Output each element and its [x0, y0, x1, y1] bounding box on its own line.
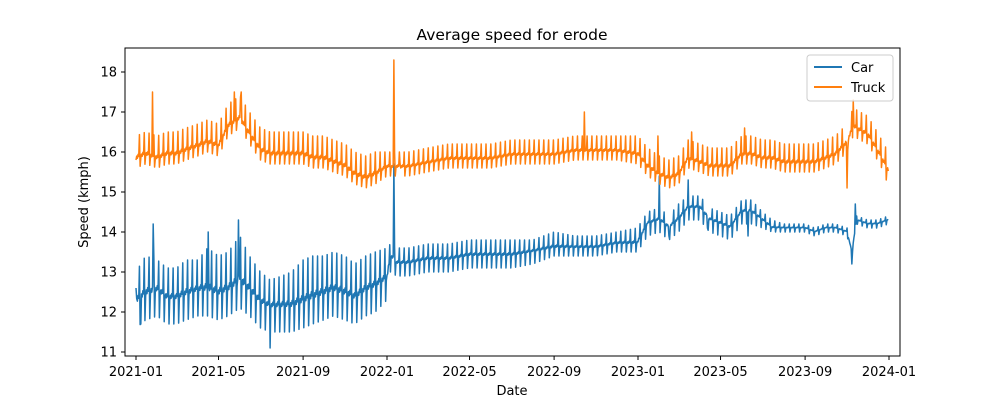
y-tick-label: 16	[100, 146, 117, 161]
series-layer	[135, 59, 890, 349]
x-tick-label: 2021-09	[276, 365, 330, 380]
legend-label-truck: Truck	[850, 81, 886, 96]
y-tick-label: 17	[100, 106, 117, 121]
x-tick-label: 2023-01	[611, 365, 665, 380]
x-tick-label: 2021-05	[191, 365, 245, 380]
y-tick-label: 13	[100, 266, 117, 281]
x-axis-title: Date	[496, 384, 527, 399]
x-tick-label: 2021-01	[109, 365, 163, 380]
x-axis: 2021-01 2021-05 2021-09 2022-01 2022-05 2022-…	[109, 356, 916, 380]
x-tick-label: 2022-05	[442, 365, 496, 380]
x-tick-label: 2024-01	[862, 365, 916, 380]
x-tick-label: 2023-05	[693, 365, 747, 380]
y-axis: 11 12 13 14 15 16 17 18	[100, 66, 125, 361]
y-tick-label: 15	[100, 186, 117, 201]
x-tick-label: 2022-09	[527, 365, 581, 380]
legend: Car Truck	[806, 54, 894, 102]
series-line-car	[135, 163, 889, 349]
x-tick-label: 2022-01	[360, 365, 414, 380]
y-tick-label: 11	[100, 346, 117, 361]
x-tick-label: 2023-09	[778, 365, 832, 380]
y-tick-label: 12	[100, 306, 117, 321]
chart-title: Average speed for erode	[417, 26, 608, 44]
series-line-truck	[135, 59, 890, 189]
y-tick-label: 14	[100, 226, 117, 241]
plot-frame	[124, 47, 901, 357]
y-axis-title: Speed (kmph)	[77, 156, 92, 248]
legend-label-car: Car	[851, 61, 874, 76]
y-tick-label: 18	[100, 66, 117, 81]
